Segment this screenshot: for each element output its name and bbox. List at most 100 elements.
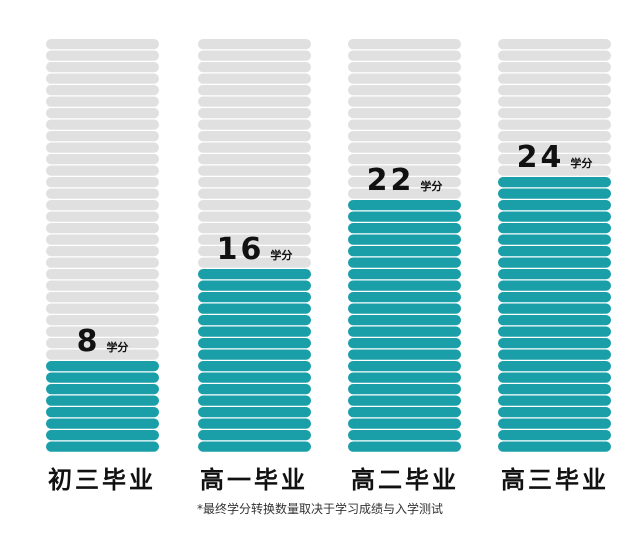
bar-segment-empty-2-23 (348, 177, 461, 188)
bar-segment-empty-0-31 (46, 85, 159, 96)
bar-segment-empty-3-35 (498, 39, 611, 50)
value-label-0: 8 学分 (77, 324, 129, 359)
bar-segment-filled-3-1 (498, 430, 611, 441)
bar-segment-empty-1-33 (198, 62, 311, 73)
bar-segment-filled-2-20 (348, 211, 461, 222)
bar-segment-empty-1-34 (198, 50, 311, 61)
category-label-3: 高三毕业 (501, 466, 609, 494)
bar-segment-filled-0-5 (46, 384, 159, 395)
value-label-1: 16 学分 (217, 232, 293, 267)
bar-segment-empty-0-18 (46, 234, 159, 245)
bar-segment-filled-0-4 (46, 395, 159, 406)
bar-segment-filled-1-6 (198, 372, 311, 383)
bar-segment-empty-2-27 (348, 131, 461, 142)
bar-segment-empty-1-27 (198, 131, 311, 142)
bar-segment-filled-2-5 (348, 384, 461, 395)
bar-segment-filled-3-18 (498, 234, 611, 245)
bar-segment-filled-3-15 (498, 269, 611, 280)
bar-segment-empty-2-24 (348, 165, 461, 176)
bar-segment-empty-3-31 (498, 85, 611, 96)
bar-segment-filled-0-2 (46, 418, 159, 429)
bar-segment-filled-2-1 (348, 430, 461, 441)
bar-segment-filled-1-14 (198, 280, 311, 291)
bar-segment-filled-3-21 (498, 200, 611, 211)
bar-segment-empty-0-34 (46, 50, 159, 61)
bar-segment-filled-2-6 (348, 372, 461, 383)
bar-segment-filled-3-13 (498, 292, 611, 303)
bar-segment-empty-1-18 (198, 234, 311, 245)
bar-segment-empty-0-27 (46, 131, 159, 142)
bar-segment-empty-0-25 (46, 154, 159, 165)
bar-segment-filled-3-23 (498, 177, 611, 188)
category-label-0: 初三毕业 (48, 466, 156, 494)
bar-segment-empty-0-28 (46, 119, 159, 130)
bar-segment-empty-0-23 (46, 177, 159, 188)
bar-segment-empty-1-19 (198, 223, 311, 234)
bar-segment-empty-0-8 (46, 349, 159, 360)
bar-segment-filled-2-18 (348, 234, 461, 245)
bar-segment-empty-2-25 (348, 154, 461, 165)
bar-segment-filled-3-14 (498, 280, 611, 291)
bar-segment-empty-3-30 (498, 96, 611, 107)
bar-segment-empty-1-29 (198, 108, 311, 119)
bar-segment-empty-1-21 (198, 200, 311, 211)
bar-segment-filled-3-16 (498, 257, 611, 268)
bar-segment-filled-3-7 (498, 361, 611, 372)
bar-segment-empty-3-32 (498, 73, 611, 84)
bar-segment-filled-2-19 (348, 223, 461, 234)
bar-segment-empty-0-13 (46, 292, 159, 303)
bar-segment-empty-1-35 (198, 39, 311, 50)
bar-segment-empty-1-16 (198, 257, 311, 268)
bar-segment-empty-1-23 (198, 177, 311, 188)
bar-segment-empty-2-31 (348, 85, 461, 96)
bar-segment-filled-2-7 (348, 361, 461, 372)
bar-segment-empty-1-31 (198, 85, 311, 96)
bar-segment-empty-3-33 (498, 62, 611, 73)
bar-segment-filled-2-12 (348, 303, 461, 314)
bar-segment-empty-2-35 (348, 39, 461, 50)
bar-segment-filled-1-3 (198, 407, 311, 418)
bar-segment-filled-0-1 (46, 430, 159, 441)
bar-segment-filled-3-3 (498, 407, 611, 418)
bar-segment-empty-2-30 (348, 96, 461, 107)
bar-segment-filled-0-6 (46, 372, 159, 383)
bar-segment-empty-2-22 (348, 188, 461, 199)
bar-segment-empty-2-34 (348, 50, 461, 61)
bar-segment-filled-2-8 (348, 349, 461, 360)
bar-segment-empty-0-19 (46, 223, 159, 234)
bar-segment-empty-1-32 (198, 73, 311, 84)
bar-segment-empty-1-24 (198, 165, 311, 176)
bar-segment-filled-1-15 (198, 269, 311, 280)
bar-segment-filled-2-16 (348, 257, 461, 268)
bar-segment-filled-0-3 (46, 407, 159, 418)
bar-segment-filled-2-0 (348, 441, 461, 452)
bar-segment-filled-1-1 (198, 430, 311, 441)
bar-segment-filled-2-21 (348, 200, 461, 211)
bar-segment-empty-3-25 (498, 154, 611, 165)
bar-segment-filled-3-4 (498, 395, 611, 406)
bar-segment-empty-3-28 (498, 119, 611, 130)
bar-segment-empty-0-24 (46, 165, 159, 176)
bar-segment-filled-1-2 (198, 418, 311, 429)
bar-segment-filled-3-0 (498, 441, 611, 452)
bar-segment-filled-1-8 (198, 349, 311, 360)
bar-segment-filled-2-2 (348, 418, 461, 429)
bar-segment-filled-0-7 (46, 361, 159, 372)
bar-segment-filled-3-5 (498, 384, 611, 395)
bar-segment-empty-3-24 (498, 165, 611, 176)
bar-segment-empty-3-34 (498, 50, 611, 61)
footnote: *最终学分转换数量取决于学习成绩与入学测试 (196, 502, 443, 516)
bar-segment-filled-1-9 (198, 338, 311, 349)
bar-segment-empty-2-32 (348, 73, 461, 84)
bar-segment-empty-1-30 (198, 96, 311, 107)
bar-segment-empty-0-29 (46, 108, 159, 119)
bar-segment-filled-1-11 (198, 315, 311, 326)
bar-segment-empty-1-20 (198, 211, 311, 222)
bar-segment-filled-3-12 (498, 303, 611, 314)
bar-segment-filled-3-8 (498, 349, 611, 360)
bar-segment-filled-2-11 (348, 315, 461, 326)
bar-segment-filled-1-5 (198, 384, 311, 395)
bar-segment-empty-0-10 (46, 326, 159, 337)
bar-segment-empty-2-26 (348, 142, 461, 153)
value-label-2: 22 学分 (367, 163, 443, 198)
